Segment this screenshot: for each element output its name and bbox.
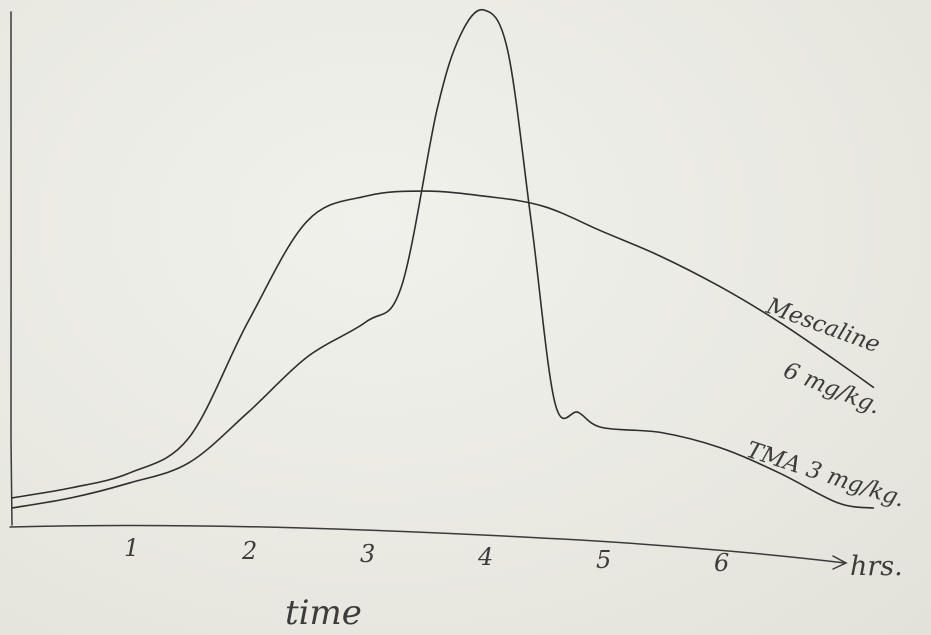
x-tick-label-2: 2 (241, 537, 257, 565)
series-line-mescaline (11, 190, 875, 499)
axes (9, 11, 848, 570)
series-line-tma (11, 8, 875, 509)
series-label-mescaline-line-2: 6 mg/kg. (780, 357, 885, 419)
data-series (11, 8, 875, 509)
x-unit-label: hrs. (850, 551, 903, 582)
x-axis-title: time (285, 593, 362, 633)
x-tick-label-6: 6 (714, 549, 729, 577)
series-label-tma-line-1: TMA 3 mg/kg. (743, 437, 908, 513)
series-label-mescaline: Mescaline 6 mg/kg. (762, 293, 884, 420)
x-axis-line (9, 524, 846, 564)
x-tick-labels: 1 2 3 4 5 6 (124, 534, 729, 577)
series-label-mescaline-line-1: Mescaline (762, 293, 883, 358)
x-tick-label-5: 5 (596, 546, 611, 574)
x-tick-label-4: 4 (477, 543, 493, 571)
series-label-tma: TMA 3 mg/kg. (743, 437, 908, 513)
x-tick-label-3: 3 (360, 540, 375, 568)
y-axis-line (9, 11, 13, 526)
x-axis-arrowhead (832, 555, 848, 570)
x-tick-label-1: 1 (124, 534, 139, 562)
